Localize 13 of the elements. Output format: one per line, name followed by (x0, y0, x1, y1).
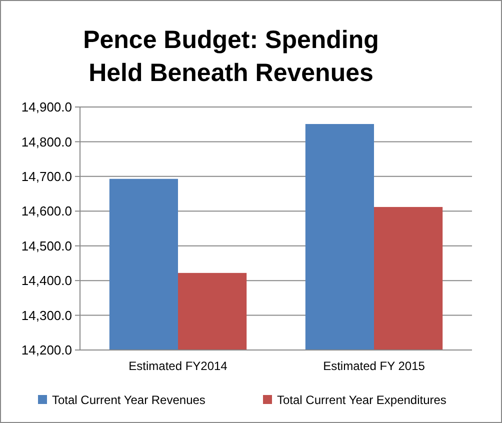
y-tick-label: 14,400.0 (21, 273, 72, 288)
y-tick-label: 14,700.0 (21, 168, 72, 184)
chart-title: Pence Budget: Spending Held Beneath Revenues (83, 26, 379, 87)
legend-label: Total Current Year Expenditures (277, 393, 446, 407)
y-tick-label: 14,200.0 (21, 342, 72, 358)
y-tick-label: 14,900.0 (21, 100, 72, 115)
x-tick-label: Estimated FY 2015 (323, 359, 426, 373)
y-tick-label: 14,600.0 (21, 204, 72, 219)
x-tick-label: Estimated FY2014 (128, 359, 228, 373)
y-tick-label: 14,800.0 (21, 134, 72, 150)
y-tick-label: 14,500.0 (21, 238, 72, 254)
y-tick-label: 14,300.0 (21, 308, 72, 323)
legend-label: Total Current Year Revenues (52, 393, 206, 407)
